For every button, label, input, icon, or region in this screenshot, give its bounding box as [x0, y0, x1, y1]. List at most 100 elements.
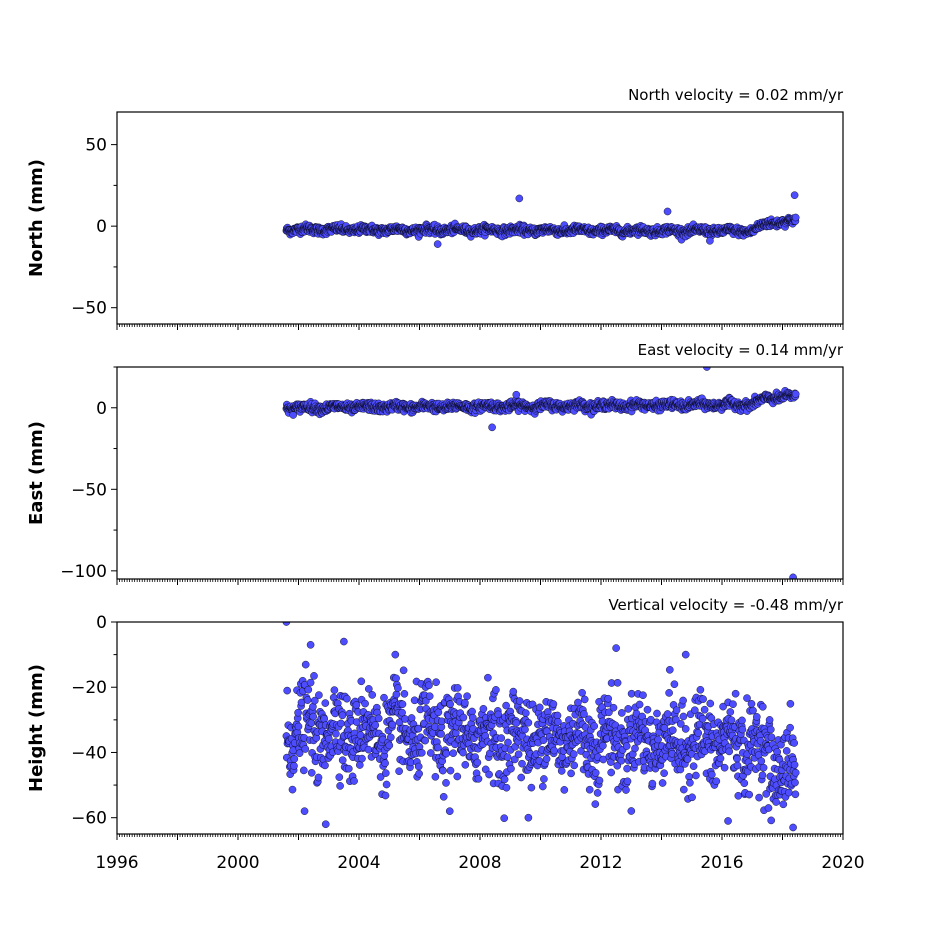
data-point	[368, 691, 377, 699]
data-point	[288, 785, 297, 794]
data-point	[726, 708, 735, 716]
data-point	[578, 689, 586, 697]
data-point	[591, 800, 600, 808]
data-point	[734, 792, 743, 800]
data-point	[577, 747, 585, 755]
data-point	[338, 756, 347, 765]
data-point	[712, 777, 721, 786]
data-point	[502, 783, 511, 792]
data-point	[301, 660, 310, 669]
data-point	[343, 694, 351, 703]
data-point	[301, 745, 310, 753]
data-point	[692, 771, 700, 780]
data-point	[358, 754, 366, 763]
data-point	[355, 761, 364, 769]
outlier-point	[524, 813, 533, 822]
outlier-point	[306, 641, 315, 649]
outlier-point	[445, 807, 454, 815]
data-point	[321, 761, 329, 770]
data-point	[623, 777, 632, 786]
y-tick-label: −40	[71, 743, 107, 763]
data-point	[459, 713, 468, 722]
data-point	[554, 718, 562, 726]
data-point	[330, 686, 339, 694]
data-point	[648, 779, 657, 788]
east-panel: East velocity = 0.14 mm/yr East (mm) −100 −…	[26, 341, 844, 585]
y-axis-label: North (mm)	[26, 159, 47, 277]
data-point	[672, 706, 681, 715]
data-point	[786, 723, 794, 732]
data-point	[604, 694, 613, 703]
data-point	[388, 720, 397, 729]
data-point	[290, 762, 298, 770]
data-point	[386, 733, 395, 742]
data-point	[567, 769, 575, 778]
outlier-point	[681, 650, 690, 659]
data-point	[679, 696, 687, 705]
data-point	[786, 700, 795, 708]
data-point	[453, 772, 462, 781]
data-point	[514, 750, 523, 759]
data-point	[607, 768, 616, 777]
data-point	[517, 773, 526, 782]
data-point	[639, 691, 647, 700]
data-point	[512, 719, 521, 727]
data-point	[398, 700, 407, 709]
data-point	[767, 816, 776, 825]
data-point	[407, 714, 416, 722]
data-point	[779, 800, 788, 809]
panel-title: East velocity = 0.14 mm/yr	[638, 341, 844, 359]
data-point	[364, 745, 373, 754]
data-point	[791, 790, 800, 799]
outlier-point	[512, 390, 521, 399]
data-point	[738, 716, 746, 725]
data-point	[485, 770, 493, 779]
data-point	[590, 722, 599, 730]
data-point	[677, 720, 685, 728]
data-point	[497, 734, 506, 742]
data-point	[509, 687, 518, 696]
data-point	[527, 783, 536, 792]
data-point	[392, 690, 401, 699]
data-point	[727, 716, 736, 725]
data-point	[425, 681, 433, 690]
data-point	[743, 694, 751, 702]
data-point	[453, 684, 462, 692]
height-panel: Vertical velocity = -0.48 mm/yr Height (m…	[26, 596, 865, 873]
data-point	[434, 708, 443, 717]
data-point	[757, 757, 766, 765]
data-point	[394, 684, 402, 692]
data-points	[282, 622, 800, 832]
data-point	[492, 686, 500, 694]
data-point	[414, 724, 423, 733]
data-point	[623, 764, 631, 773]
data-point	[627, 807, 636, 815]
data-point	[666, 666, 674, 674]
data-point	[767, 725, 775, 734]
data-point	[315, 691, 323, 699]
y-axis-label: Height (mm)	[26, 664, 47, 792]
data-point	[502, 701, 510, 710]
data-point	[738, 725, 747, 734]
data-point	[791, 213, 800, 222]
data-point	[324, 735, 333, 743]
data-point	[618, 709, 626, 717]
data-point	[753, 713, 761, 721]
data-point	[310, 672, 318, 680]
data-point	[570, 761, 579, 770]
outlier-point	[488, 423, 496, 432]
outlier-point	[300, 807, 309, 815]
data-point	[791, 778, 799, 787]
data-point	[755, 793, 763, 802]
y-tick-label: 0	[96, 613, 107, 633]
data-point	[417, 749, 426, 757]
data-point	[720, 763, 729, 772]
data-point	[747, 700, 756, 708]
panel-title: North velocity = 0.02 mm/yr	[628, 86, 844, 104]
data-point	[549, 700, 558, 708]
y-tick-label: −50	[71, 299, 107, 319]
data-point	[515, 697, 524, 705]
data-point	[352, 701, 361, 709]
data-point	[484, 673, 492, 682]
outlier-point	[515, 194, 524, 203]
